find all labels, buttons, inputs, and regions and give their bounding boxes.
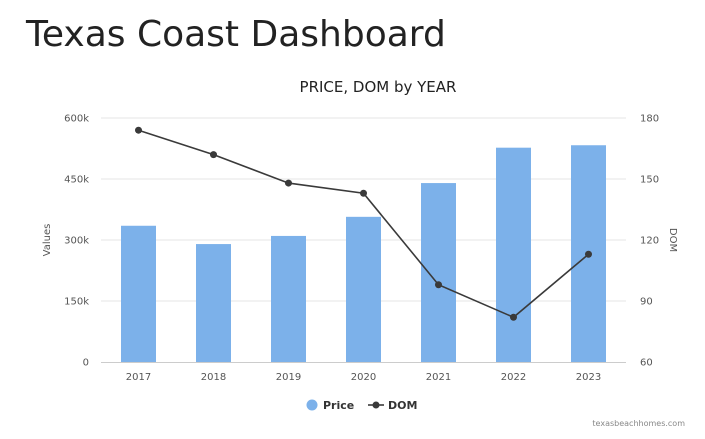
y-tick-label-right: 90 [640, 297, 653, 308]
dom-point-2023 [585, 250, 592, 258]
legend: Price DOM [306, 399, 417, 412]
bar-price-2020 [346, 216, 381, 362]
dom-point-2022 [510, 313, 517, 321]
x-tick-label: 2022 [501, 372, 526, 383]
bar-price-2017 [121, 225, 156, 362]
legend-dom-label: DOM [388, 399, 417, 412]
y-tick-label-left: 300k [64, 236, 89, 247]
x-tick-label: 2017 [126, 372, 151, 383]
dom-point-2020 [360, 189, 367, 197]
axes: 0 60 150k 90 300k 120 450k 150 600k 180 2017 2018 20… [64, 114, 659, 384]
x-tick-label: 2019 [276, 372, 301, 383]
y-tick-label-left: 600k [64, 114, 89, 125]
bar-price-2019 [271, 235, 306, 362]
y-axis-title-right: DOM [667, 228, 678, 252]
y-tick-label-right: 150 [640, 175, 659, 186]
legend-price-symbol [306, 399, 318, 411]
page-title: Texas Coast Dashboard [26, 14, 446, 55]
bar-price-2021 [421, 183, 456, 362]
y-tick-label-right: 60 [640, 358, 653, 369]
price-bars [121, 145, 606, 362]
bar-price-2022 [496, 147, 531, 362]
legend-dom-symbol [372, 401, 380, 409]
dom-point-2021 [435, 281, 442, 289]
y-tick-label-left: 450k [64, 175, 89, 186]
chart-title: PRICE, DOM by YEAR [300, 78, 457, 96]
y-axis-title-left: Values [42, 224, 53, 257]
y-tick-label-right: 180 [640, 114, 659, 125]
x-tick-label: 2023 [576, 372, 601, 383]
bar-price-2018 [196, 244, 231, 362]
x-tick-label: 2021 [426, 372, 451, 383]
legend-price-label: Price [323, 399, 354, 412]
y-tick-label-right: 120 [640, 236, 659, 247]
credits-text: texasbeachhomes.com [592, 419, 685, 428]
x-tick-label: 2018 [201, 372, 226, 383]
x-tick-label: 2020 [351, 372, 376, 383]
y-tick-label-left: 0 [83, 358, 89, 369]
dom-line [135, 126, 592, 321]
y-tick-label-left: 150k [64, 297, 89, 308]
dom-point-2018 [210, 151, 217, 159]
dom-point-2019 [285, 179, 292, 187]
dom-point-2017 [135, 126, 142, 134]
